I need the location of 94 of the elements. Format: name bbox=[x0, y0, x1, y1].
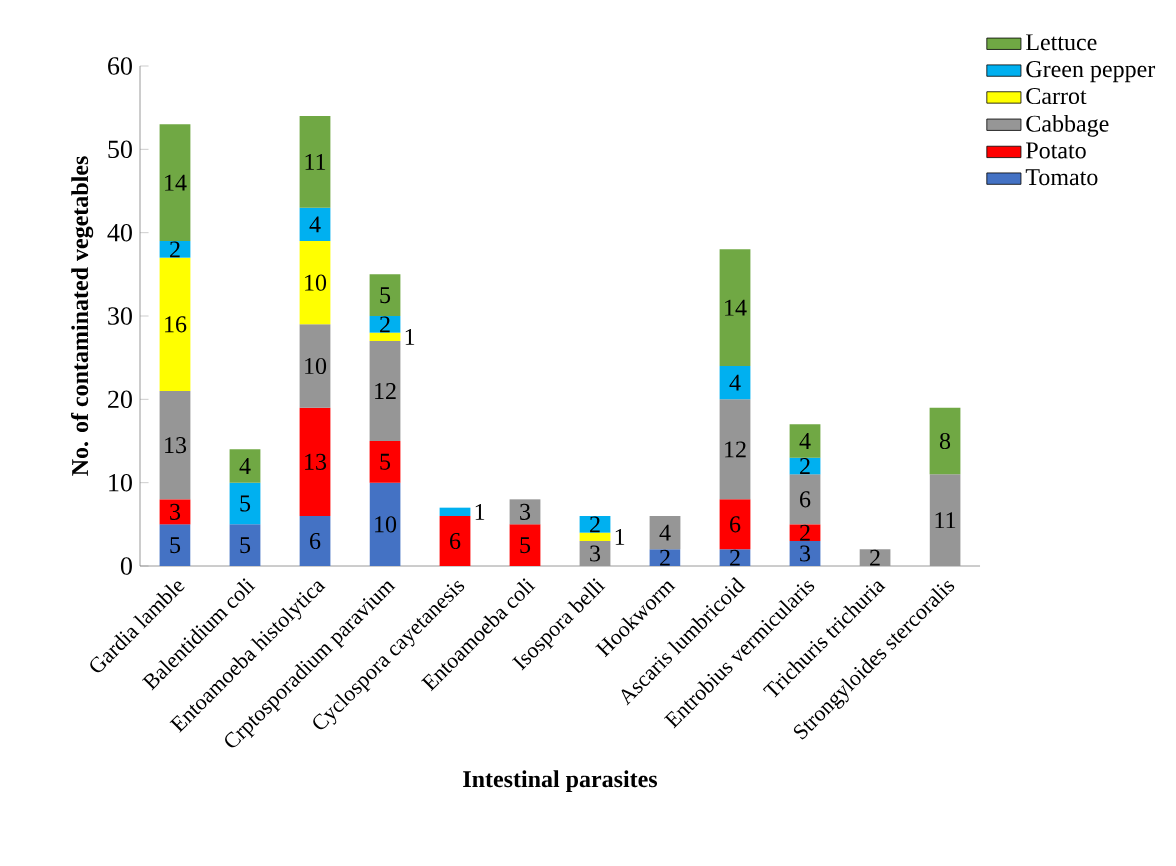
bar bbox=[789, 541, 821, 566]
bar bbox=[159, 391, 191, 500]
data-label: 16 bbox=[165, 316, 187, 333]
data-label: 2 bbox=[870, 549, 880, 566]
data-label: 5 bbox=[380, 287, 391, 304]
data-label: 3 bbox=[590, 545, 601, 562]
bar bbox=[369, 341, 401, 441]
bar bbox=[789, 424, 821, 458]
data-label: 4 bbox=[799, 433, 811, 449]
data-label: 11 bbox=[935, 512, 956, 529]
data-label: 4 bbox=[729, 374, 741, 391]
data-label: 8 bbox=[939, 432, 951, 450]
data-label: 13 bbox=[165, 437, 187, 454]
bar bbox=[159, 257, 191, 391]
data-label: 1 bbox=[405, 328, 415, 345]
bar bbox=[579, 541, 611, 566]
data-label: 12 bbox=[375, 383, 396, 399]
data-label: 14 bbox=[725, 299, 747, 316]
bar bbox=[299, 241, 331, 325]
legend-label: Cabbage bbox=[1026, 114, 1109, 137]
y-tick-label: 60 bbox=[108, 57, 132, 75]
bar bbox=[439, 516, 471, 566]
y-tick-label: 20 bbox=[108, 390, 132, 409]
data-label: 2 bbox=[660, 549, 670, 566]
data-label: 6 bbox=[730, 516, 741, 533]
bar bbox=[299, 407, 331, 516]
bar bbox=[229, 482, 261, 525]
data-label: 4 bbox=[659, 524, 671, 541]
data-label: 10 bbox=[305, 274, 327, 291]
bar bbox=[649, 549, 681, 566]
data-label: 14 bbox=[165, 174, 187, 191]
data-label: 2 bbox=[380, 316, 390, 333]
data-label: 5 bbox=[240, 495, 251, 512]
bar bbox=[299, 516, 331, 566]
bar bbox=[789, 474, 821, 525]
data-label: 6 bbox=[800, 491, 811, 508]
bar bbox=[509, 524, 541, 566]
data-label: 4 bbox=[239, 458, 251, 474]
data-label: 4 bbox=[309, 216, 321, 233]
y-tick-label: 50 bbox=[108, 140, 132, 159]
data-label: 6 bbox=[450, 532, 461, 550]
bar bbox=[579, 532, 611, 541]
legend-label: Tomato bbox=[1025, 169, 1098, 186]
data-label: 2 bbox=[590, 516, 600, 533]
bar bbox=[369, 274, 401, 316]
y-tick-label: 0 bbox=[120, 557, 132, 575]
bar bbox=[719, 249, 751, 366]
data-label: 2 bbox=[170, 241, 180, 258]
bar bbox=[719, 399, 751, 500]
y-tick-label: 40 bbox=[107, 223, 132, 242]
data-label: 1 bbox=[475, 503, 485, 520]
data-label: 5 bbox=[380, 453, 391, 470]
bar bbox=[369, 482, 401, 566]
bar bbox=[159, 524, 191, 566]
bar bbox=[719, 499, 751, 550]
legend-label: Lettuce bbox=[1026, 34, 1097, 51]
data-label: 3 bbox=[800, 545, 811, 562]
y-tick-label: 10 bbox=[109, 473, 132, 492]
bar bbox=[439, 507, 471, 516]
bar bbox=[859, 549, 891, 566]
data-label: 10 bbox=[375, 516, 397, 533]
data-label: 2 bbox=[800, 524, 810, 541]
bar bbox=[299, 116, 331, 208]
data-label: 5 bbox=[170, 537, 181, 554]
bar bbox=[929, 407, 961, 475]
data-label: 10 bbox=[305, 357, 327, 375]
x-axis-title: Intestinal parasites bbox=[463, 770, 658, 793]
bar bbox=[929, 474, 961, 566]
data-label: 11 bbox=[305, 153, 326, 170]
bar bbox=[369, 332, 401, 341]
bar bbox=[159, 124, 191, 241]
data-label: 2 bbox=[800, 458, 810, 474]
bar bbox=[299, 324, 331, 408]
data-label: 5 bbox=[240, 537, 251, 554]
bar bbox=[229, 449, 261, 483]
legend-label: Potato bbox=[1026, 142, 1086, 159]
data-label: 6 bbox=[310, 532, 321, 550]
bar bbox=[369, 441, 401, 483]
y-axis-title: No. of contaminated vegetables bbox=[71, 156, 94, 476]
bar bbox=[159, 499, 191, 525]
data-label: 3 bbox=[170, 503, 181, 520]
legend-label: Carrot bbox=[1026, 88, 1087, 105]
data-label: 12 bbox=[725, 441, 746, 458]
bar bbox=[789, 524, 821, 541]
data-label: 2 bbox=[730, 549, 740, 566]
data-label: 13 bbox=[305, 453, 327, 470]
legend-label: Green pepper bbox=[1026, 61, 1156, 83]
data-label: 1 bbox=[615, 528, 625, 545]
bar bbox=[509, 499, 541, 525]
data-label: 5 bbox=[520, 537, 531, 554]
bar bbox=[719, 549, 751, 566]
bar bbox=[229, 524, 261, 566]
data-label: 3 bbox=[520, 503, 531, 520]
y-tick-label: 30 bbox=[108, 307, 132, 325]
